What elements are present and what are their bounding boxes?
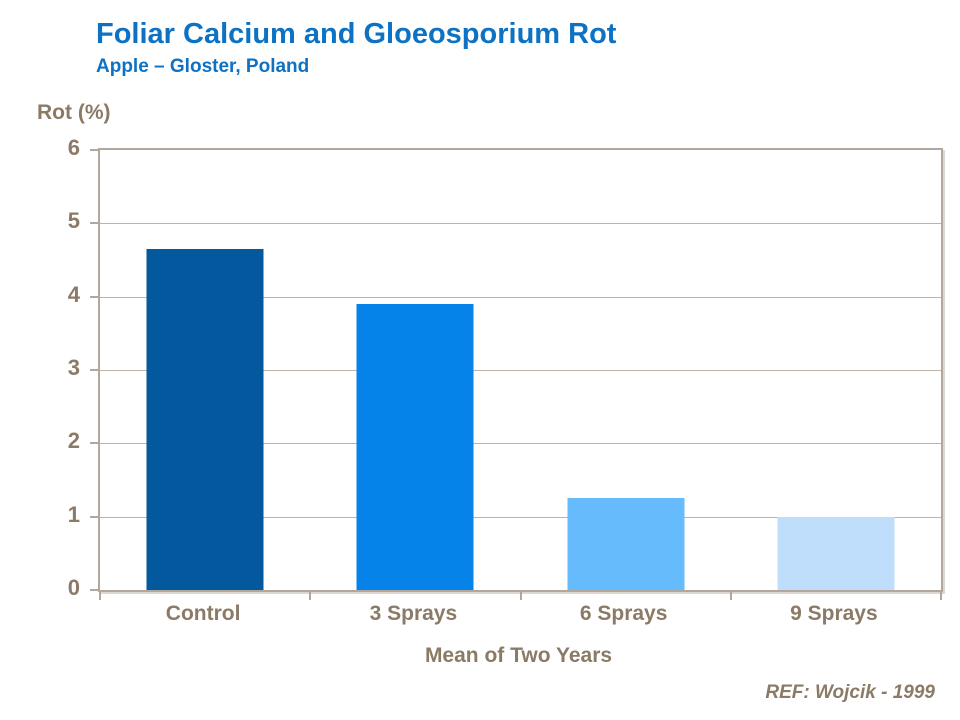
x-tick-label-3-sprays: 3 Sprays [369, 602, 458, 625]
x-tick-mark-4 [940, 592, 942, 600]
chart-title: Foliar Calcium and Gloeosporium Rot [96, 18, 617, 50]
x-tick-mark-1 [309, 592, 312, 600]
gridline-y-3 [100, 370, 941, 371]
x-axis-category-labels: Control 3 Sprays 6 Sprays 9 Sprays [98, 602, 939, 632]
y-tick-label-3: 3 [67, 355, 80, 380]
y-tick-mark-6 [90, 149, 98, 151]
y-tick-label-5: 5 [67, 208, 80, 234]
y-tick-label-6: 6 [67, 135, 80, 160]
x-tick-mark-2 [519, 592, 522, 600]
bar-3-sprays [356, 304, 474, 590]
bar-6-sprays [567, 498, 685, 590]
y-axis-title: Rot (%) [37, 101, 111, 124]
reference-text: REF: Wojcik - 1999 [765, 682, 935, 703]
chart-subtitle: Apple – Gloster, Poland [96, 56, 310, 77]
plot-area [90, 148, 943, 600]
y-tick-label-1: 1 [67, 501, 80, 527]
y-axis-tick-labels: 0 1 2 3 4 5 6 [0, 137, 80, 599]
x-axis-title: Mean of Two Years [424, 644, 613, 667]
gridline-y-2 [100, 443, 941, 445]
gridline-y-5 [100, 223, 941, 225]
y-tick-label-0: 0 [67, 575, 80, 600]
y-tick-mark-1 [90, 515, 98, 518]
y-tick-mark-0 [90, 589, 98, 591]
y-tick-mark-4 [90, 295, 98, 298]
y-tick-mark-3 [90, 369, 98, 371]
x-tick-label-6-sprays: 6 Sprays [579, 602, 668, 625]
x-tick-label-9-sprays: 9 Sprays [790, 602, 878, 625]
x-tick-mark-0 [99, 592, 101, 600]
x-tick-mark-3 [729, 592, 732, 600]
x-tick-label-control: Control [165, 602, 241, 625]
y-tick-mark-5 [90, 222, 98, 225]
bar-control [146, 249, 264, 590]
y-tick-mark-2 [90, 442, 98, 445]
y-tick-label-4: 4 [67, 281, 80, 307]
gridline-y-4 [100, 296, 941, 298]
gridline-y-1 [100, 516, 941, 518]
bar-9-sprays [777, 516, 895, 590]
y-tick-label-2: 2 [67, 428, 80, 454]
